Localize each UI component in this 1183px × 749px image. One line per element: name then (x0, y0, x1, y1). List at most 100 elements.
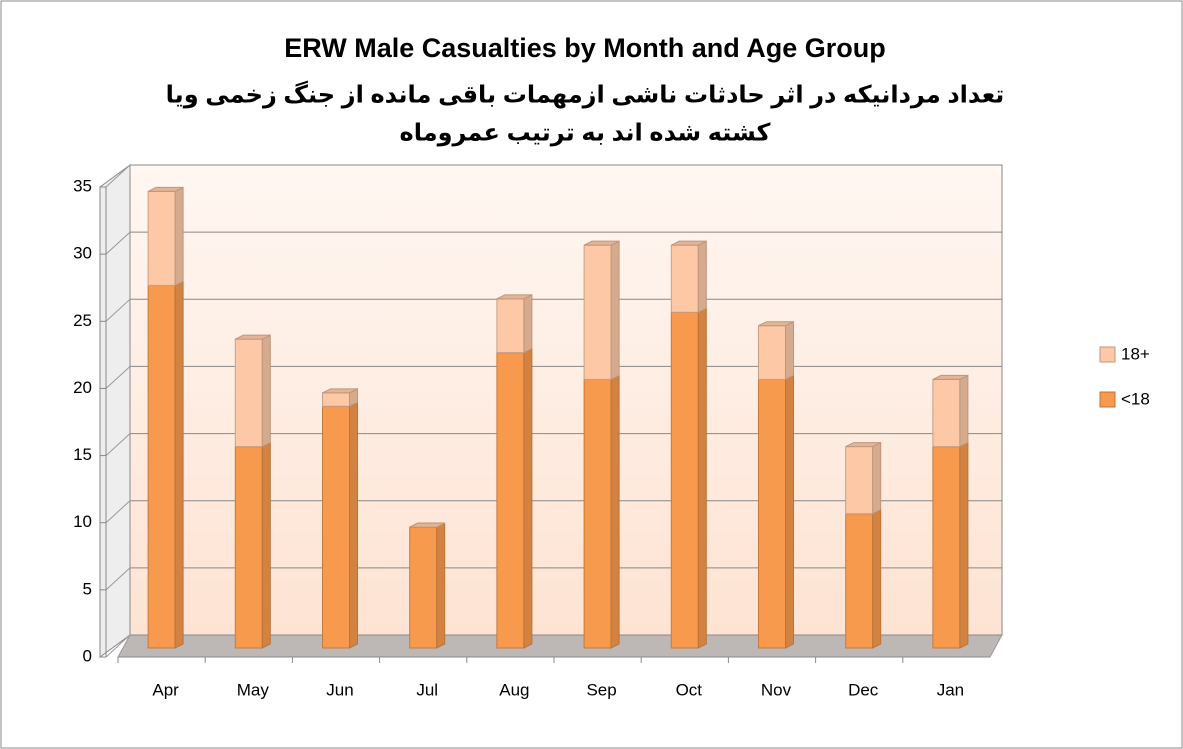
bar (758, 374, 794, 649)
bar (583, 374, 620, 649)
bar-top (758, 321, 794, 327)
bar (234, 441, 271, 649)
bar-top (235, 334, 271, 340)
y-tick-label: 35 (73, 176, 92, 195)
grid-line-side (105, 366, 131, 389)
legend-swatch (1099, 391, 1116, 408)
x-tick-label: Apr (152, 680, 179, 699)
bar (670, 240, 707, 314)
bar-front (496, 298, 525, 354)
chart-title: ERW Male Casualties by Month and Age Gro… (284, 33, 886, 63)
x-tick-label: Jan (937, 680, 964, 699)
bar-front (670, 311, 699, 649)
legend-label: <18 (1121, 389, 1150, 408)
bar-top (671, 240, 707, 246)
bar (932, 441, 969, 649)
bar (496, 347, 533, 649)
y-tick-label: 25 (73, 311, 92, 330)
bar-front (234, 446, 263, 649)
bar-side (959, 441, 969, 649)
bar-top (147, 186, 184, 192)
bar-front (758, 378, 786, 649)
bar-side (785, 374, 794, 649)
y-tick-label: 15 (73, 445, 92, 464)
y-tick-label: 10 (73, 512, 92, 531)
bar (670, 307, 707, 649)
bar-front (583, 378, 612, 649)
grid-line-side (105, 567, 131, 591)
grid-line-side (105, 164, 131, 188)
grid-line-side (105, 433, 131, 456)
grid-line-side (105, 500, 131, 524)
bar-front (147, 190, 176, 286)
bar (234, 334, 271, 448)
x-tick-label: Oct (676, 680, 703, 699)
bar (322, 388, 358, 408)
bar-front (583, 244, 612, 380)
bar-side (872, 508, 882, 649)
bar-side (697, 307, 707, 649)
bar-front (147, 284, 176, 649)
bar (845, 441, 882, 515)
chart-subtitle: تعداد مردانیکه در اثر حادثات ناشی ازمهما… (166, 80, 1005, 108)
x-tick-label: Jun (326, 680, 353, 699)
chart-subtitle: کشته شده اند به ترتیب عمروماه (400, 119, 771, 146)
bar-front (932, 446, 961, 649)
bar-front (845, 446, 874, 515)
bar-side (436, 522, 446, 649)
bar-side (261, 441, 271, 649)
bar-side (174, 186, 184, 287)
bar-top (409, 522, 445, 528)
bar (758, 320, 794, 381)
bar-front (409, 526, 438, 649)
bar-front (322, 405, 350, 649)
bar-front (670, 244, 699, 313)
bar (845, 508, 882, 649)
bar-side (785, 320, 794, 381)
y-tick-label: 30 (73, 244, 92, 263)
grid-line-side (105, 231, 131, 255)
bar-side (261, 334, 271, 448)
bar (583, 240, 620, 381)
bar-side (610, 240, 620, 381)
bar (409, 522, 445, 528)
side-wall (99, 164, 131, 658)
bar (322, 401, 358, 649)
bar (147, 280, 184, 649)
bar-top (583, 240, 620, 246)
x-tick-label: Sep (586, 680, 616, 699)
bar-top (932, 374, 969, 380)
x-tick-label: Dec (848, 680, 879, 699)
grid-line-side (105, 634, 131, 658)
bar-top (845, 442, 881, 448)
bar-top (322, 388, 358, 394)
bar-front (932, 378, 961, 448)
bar-side (872, 441, 882, 515)
x-tick-label: Nov (761, 680, 792, 699)
bar-side (523, 294, 533, 354)
bar-front (234, 338, 263, 448)
x-tick-label: Jul (416, 680, 438, 699)
bar-front (758, 325, 786, 380)
bar-side (349, 401, 358, 649)
x-tick-label: Aug (499, 680, 529, 699)
legend-swatch (1099, 346, 1116, 363)
bar-side (174, 280, 184, 649)
grid-line-side (105, 298, 131, 322)
bar (932, 374, 969, 448)
bar-side (697, 240, 707, 314)
bar-front (845, 513, 874, 649)
x-tick-label: May (237, 680, 270, 699)
bar-top (496, 294, 533, 300)
bar (496, 294, 533, 354)
bar (147, 186, 184, 287)
y-tick-label: 20 (73, 378, 92, 397)
y-tick-label: 5 (83, 579, 92, 598)
bar-side (610, 374, 620, 649)
bar-front (322, 392, 350, 407)
legend-label: 18+ (1121, 344, 1150, 363)
bar-side (959, 374, 969, 448)
bar-front (496, 352, 525, 649)
bar (409, 522, 446, 649)
